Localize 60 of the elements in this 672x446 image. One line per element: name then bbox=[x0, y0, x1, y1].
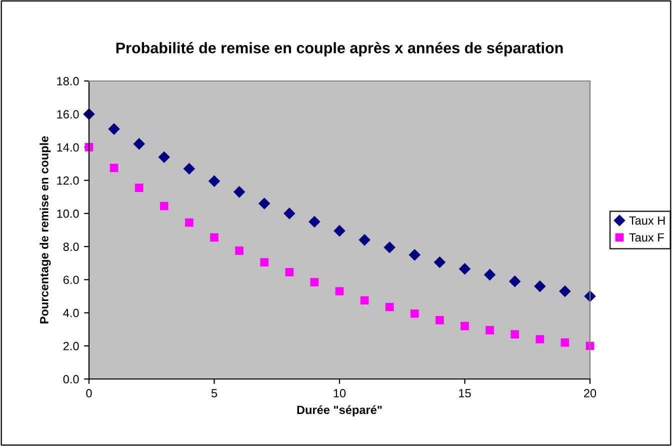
point bbox=[486, 326, 494, 334]
point bbox=[258, 198, 270, 210]
y-tick-label: 10.0 bbox=[57, 209, 79, 218]
point bbox=[284, 208, 296, 220]
legend-label: Taux F bbox=[629, 233, 664, 242]
y-tick-label: 0.0 bbox=[63, 375, 79, 384]
point bbox=[110, 164, 118, 172]
point bbox=[436, 316, 444, 324]
point bbox=[134, 184, 144, 192]
y-tick-label: 14.0 bbox=[57, 143, 79, 152]
point bbox=[235, 246, 244, 255]
y-tick-label: 16.0 bbox=[57, 110, 79, 119]
x-tick-label: 0 bbox=[86, 389, 92, 398]
x-tick-label: 10 bbox=[334, 389, 346, 398]
point bbox=[285, 268, 294, 276]
x-tick-label: 20 bbox=[584, 389, 596, 398]
point bbox=[335, 287, 344, 296]
point bbox=[484, 269, 496, 280]
point bbox=[308, 216, 320, 228]
point bbox=[410, 309, 419, 318]
point bbox=[384, 242, 396, 253]
chart-title: Probabilité de remise en couple après x années de séparation bbox=[116, 42, 563, 56]
point bbox=[334, 225, 346, 236]
x-axis-title: Durée "séparé" bbox=[297, 405, 382, 416]
point bbox=[208, 176, 220, 187]
point bbox=[409, 249, 420, 260]
y-tick-label: 2.0 bbox=[63, 342, 79, 350]
point bbox=[108, 123, 120, 135]
point bbox=[158, 152, 170, 163]
point bbox=[584, 290, 596, 302]
point bbox=[234, 186, 245, 198]
point bbox=[210, 233, 218, 242]
point bbox=[360, 296, 369, 305]
point bbox=[510, 330, 520, 338]
point bbox=[459, 263, 470, 275]
point bbox=[534, 280, 546, 292]
point bbox=[560, 338, 570, 347]
point bbox=[133, 138, 145, 150]
point bbox=[460, 322, 469, 330]
y-tick-label: 12.0 bbox=[57, 176, 79, 185]
point bbox=[160, 202, 168, 210]
point bbox=[184, 163, 195, 174]
point bbox=[385, 302, 394, 312]
point bbox=[83, 108, 95, 120]
legend-label: Taux H bbox=[629, 216, 665, 225]
y-axis-title: Pourcentage de remise en couple bbox=[40, 136, 51, 324]
y-tick-label: 6.0 bbox=[63, 276, 79, 284]
point bbox=[434, 256, 446, 268]
y-tick-label: 4.0 bbox=[63, 308, 79, 318]
point bbox=[185, 218, 194, 227]
point bbox=[559, 286, 571, 297]
x-tick-label: 15 bbox=[459, 389, 471, 398]
point bbox=[260, 258, 269, 266]
y-tick-label: 8.0 bbox=[63, 242, 79, 251]
point bbox=[358, 234, 370, 246]
x-tick-label: 5 bbox=[211, 389, 218, 398]
point bbox=[536, 335, 544, 344]
point bbox=[509, 276, 520, 287]
point bbox=[310, 278, 319, 286]
y-tick-label: 18.0 bbox=[57, 77, 79, 86]
